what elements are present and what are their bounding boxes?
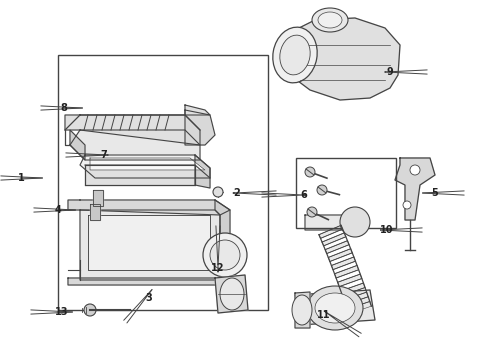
Ellipse shape	[210, 240, 240, 270]
Polygon shape	[331, 257, 355, 270]
Ellipse shape	[410, 165, 420, 175]
Polygon shape	[65, 115, 200, 145]
Ellipse shape	[213, 187, 223, 197]
Ellipse shape	[312, 8, 348, 32]
Text: 13: 13	[55, 307, 69, 317]
Text: 7: 7	[100, 150, 107, 160]
Polygon shape	[344, 292, 368, 305]
Polygon shape	[347, 301, 371, 314]
Polygon shape	[285, 18, 400, 100]
Ellipse shape	[220, 278, 244, 310]
Polygon shape	[341, 283, 365, 296]
Polygon shape	[185, 105, 210, 115]
Ellipse shape	[305, 167, 315, 177]
Text: 5: 5	[431, 188, 438, 198]
Bar	[296, 158, 396, 228]
Text: 6: 6	[300, 190, 307, 200]
Polygon shape	[80, 155, 210, 178]
Polygon shape	[185, 110, 215, 145]
Polygon shape	[319, 225, 343, 238]
Ellipse shape	[403, 201, 411, 209]
Ellipse shape	[84, 304, 96, 316]
Ellipse shape	[317, 185, 327, 195]
Text: 12: 12	[211, 263, 225, 273]
Polygon shape	[295, 290, 375, 325]
Polygon shape	[70, 130, 85, 160]
Polygon shape	[88, 215, 210, 270]
Polygon shape	[90, 204, 100, 220]
Polygon shape	[68, 278, 235, 285]
Polygon shape	[195, 155, 210, 188]
Ellipse shape	[307, 207, 317, 217]
Polygon shape	[85, 165, 195, 185]
Polygon shape	[338, 274, 362, 287]
Text: 4: 4	[55, 205, 62, 215]
Polygon shape	[325, 241, 349, 253]
Polygon shape	[335, 265, 359, 278]
Polygon shape	[70, 130, 200, 160]
Text: 8: 8	[60, 103, 67, 113]
Ellipse shape	[273, 27, 317, 83]
Polygon shape	[328, 249, 352, 261]
Ellipse shape	[318, 12, 342, 28]
Polygon shape	[322, 233, 346, 246]
Ellipse shape	[280, 35, 310, 75]
Text: 11: 11	[317, 310, 330, 320]
Polygon shape	[395, 158, 435, 220]
Ellipse shape	[307, 286, 363, 330]
Bar	[58, 55, 268, 310]
Ellipse shape	[203, 233, 247, 277]
Polygon shape	[215, 200, 230, 280]
Polygon shape	[80, 210, 220, 280]
Text: 2: 2	[233, 188, 240, 198]
Polygon shape	[215, 275, 248, 313]
Polygon shape	[295, 292, 310, 328]
Ellipse shape	[340, 207, 370, 237]
Text: 10: 10	[379, 225, 393, 235]
Ellipse shape	[315, 293, 355, 323]
Text: 3: 3	[145, 293, 152, 303]
Polygon shape	[93, 190, 103, 206]
Polygon shape	[305, 215, 355, 230]
Polygon shape	[68, 200, 230, 215]
Ellipse shape	[292, 295, 312, 325]
Text: 1: 1	[18, 173, 25, 183]
Polygon shape	[90, 158, 205, 170]
Text: 9: 9	[386, 67, 393, 77]
